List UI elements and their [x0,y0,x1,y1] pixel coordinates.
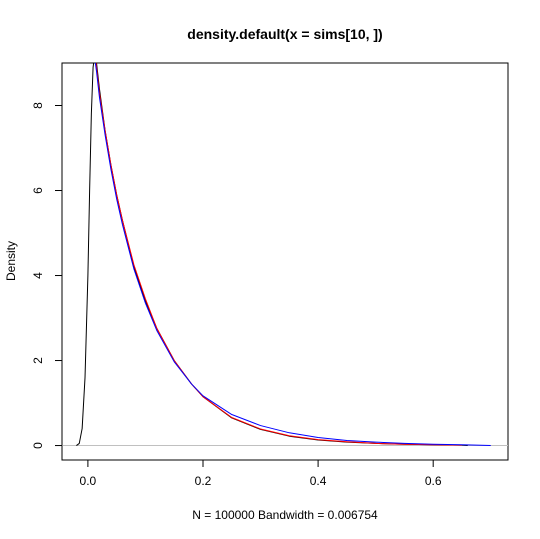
y-tick-label: 8 [31,102,45,109]
y-axis-label: Density [4,241,18,281]
y-tick-label: 4 [31,272,45,279]
y-axis: 0 2 4 6 8 [31,102,63,449]
plot-frame [61,62,509,461]
x-tick-label: 0.0 [80,474,97,488]
y-tick-label: 2 [31,357,45,364]
x-tick-label: 0.4 [310,474,327,488]
chart-title: density.default(x = sims[10, ]) [187,26,382,42]
density-line-3 [94,63,491,447]
y-tick-label: 0 [31,442,45,449]
x-axis-label: N = 100000 Bandwidth = 0.006754 [192,508,378,522]
density-line-1 [76,63,468,447]
y-tick-label: 6 [31,187,45,194]
x-axis: 0.0 0.2 0.4 0.6 [80,459,442,488]
x-tick-label: 0.6 [425,474,442,488]
x-tick-label: 0.2 [195,474,212,488]
density-line-2 [95,63,462,446]
